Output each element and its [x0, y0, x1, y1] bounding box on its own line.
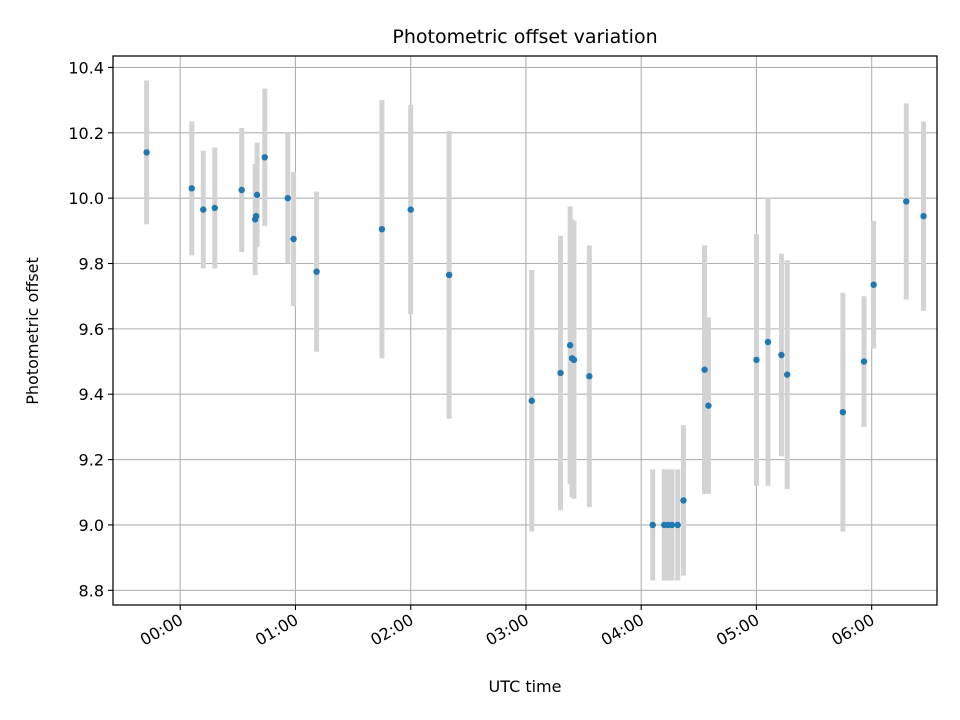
data-point — [860, 358, 868, 365]
data-point — [753, 356, 760, 364]
y-tick-label: 9.4 — [79, 385, 104, 404]
y-tick-label: 10.4 — [68, 58, 104, 77]
data-point — [839, 408, 847, 416]
data-point — [261, 154, 268, 161]
data-point — [783, 371, 791, 378]
data-points — [143, 149, 927, 529]
data-point — [445, 271, 453, 279]
y-tick-label: 9.8 — [79, 255, 104, 274]
data-point — [238, 186, 245, 194]
y-tick-label: 9.6 — [79, 320, 104, 339]
y-tick-label: 9.2 — [79, 451, 104, 470]
data-point — [586, 373, 593, 380]
data-point — [566, 342, 574, 349]
data-point — [903, 198, 910, 205]
data-point — [649, 521, 656, 529]
data-point — [290, 235, 297, 243]
x-axis-label: UTC time — [489, 677, 562, 696]
y-tick-label: 10.0 — [68, 189, 104, 208]
data-point — [920, 212, 927, 220]
y-axis-ticks: 8.8 9.0 9.2 9.4 9.6 9.8 10.0 10.2 10.4 — [68, 58, 113, 600]
data-point — [764, 338, 772, 346]
data-point — [570, 356, 578, 364]
data-point — [557, 369, 564, 377]
data-point — [252, 212, 260, 220]
data-point — [188, 185, 195, 192]
data-point — [705, 402, 712, 409]
data-point — [680, 497, 687, 504]
data-point — [143, 149, 150, 156]
plot-frame — [112, 55, 938, 606]
y-tick-label: 8.8 — [79, 581, 104, 600]
data-point — [407, 206, 414, 213]
data-point — [200, 206, 207, 213]
data-point — [701, 366, 708, 373]
data-point — [253, 191, 261, 199]
data-point — [211, 204, 218, 212]
data-point — [284, 194, 291, 202]
data-point — [528, 397, 535, 404]
y-axis-label: Photometric offset — [23, 257, 42, 405]
data-point — [668, 521, 676, 529]
data-point — [378, 225, 386, 233]
y-tick-label: 9.0 — [79, 516, 104, 535]
chart-title: Photometric offset variation — [392, 26, 657, 48]
data-point — [870, 281, 877, 288]
data-point — [313, 268, 320, 275]
y-tick-label: 10.2 — [68, 124, 104, 143]
data-point — [674, 521, 681, 529]
data-point — [778, 351, 785, 359]
